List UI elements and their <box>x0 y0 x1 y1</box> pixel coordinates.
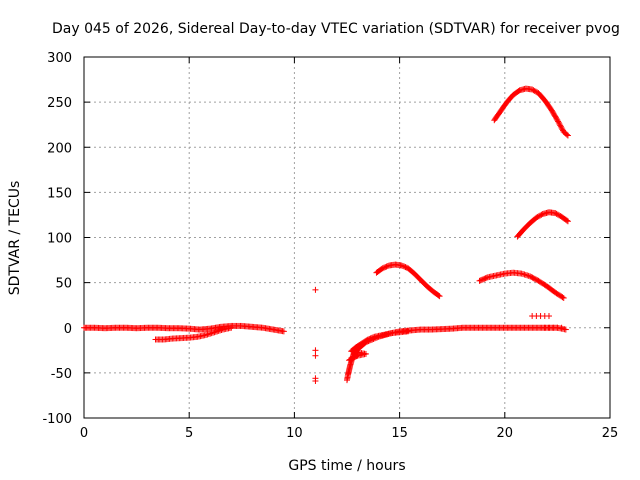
data-point <box>554 117 561 124</box>
data-point <box>379 265 386 272</box>
data-point <box>483 274 490 281</box>
data-point <box>534 213 541 220</box>
x-tick-label: 20 <box>497 426 514 441</box>
data-point <box>436 293 443 300</box>
data-point <box>368 334 375 341</box>
data-point <box>564 218 571 225</box>
data-point <box>558 324 565 331</box>
data-point <box>533 214 540 221</box>
data-point <box>382 264 389 271</box>
data-point <box>554 211 561 218</box>
data-point <box>556 121 563 128</box>
x-axis-ticks: 0 5 10 15 20 25 <box>80 57 618 441</box>
data-point <box>553 210 560 217</box>
data-point <box>366 335 373 342</box>
x-tick-label: 5 <box>185 426 193 441</box>
y-tick-label: 300 <box>47 51 72 66</box>
data-point <box>228 324 235 331</box>
data-point <box>555 119 562 126</box>
x-tick-label: 0 <box>80 426 88 441</box>
x-tick-label: 15 <box>391 426 408 441</box>
data-point <box>381 264 388 271</box>
data-point <box>529 86 536 93</box>
data-point <box>538 211 545 218</box>
gridlines <box>84 57 610 418</box>
data-point <box>312 286 319 293</box>
data-point <box>384 263 391 270</box>
data-point <box>562 326 569 333</box>
y-tick-label: 200 <box>47 141 72 156</box>
data-point <box>553 115 560 122</box>
data-point <box>405 328 412 335</box>
data-point <box>564 132 571 139</box>
data-point <box>563 131 570 138</box>
data-point <box>560 294 567 301</box>
data-point <box>556 212 563 219</box>
data-point <box>537 212 544 219</box>
data-point <box>557 122 564 129</box>
data-point <box>312 352 319 359</box>
data-points <box>81 85 571 384</box>
data-point <box>312 347 319 354</box>
data-point <box>558 124 565 131</box>
data-point <box>401 263 408 270</box>
data-point <box>383 263 390 270</box>
data-point <box>563 217 570 224</box>
y-tick-label: 50 <box>55 277 72 292</box>
data-point <box>530 87 537 94</box>
y-axis-ticks: -100 -50 0 50 100 150 200 250 300 <box>42 51 610 427</box>
x-tick-label: 25 <box>602 426 619 441</box>
y-tick-label: 150 <box>47 186 72 201</box>
data-point <box>365 336 372 343</box>
y-tick-label: 250 <box>47 96 72 111</box>
y-tick-label: -100 <box>42 412 72 427</box>
data-point <box>435 292 442 299</box>
data-point <box>545 313 552 320</box>
data-point <box>531 87 538 94</box>
plot-frame <box>83 56 611 419</box>
data-point <box>535 213 542 220</box>
y-tick-label: -50 <box>51 367 72 382</box>
y-axis-label: SDTVAR / TECUs <box>7 181 23 296</box>
data-point <box>559 126 566 133</box>
data-point <box>402 264 409 271</box>
y-tick-label: 100 <box>47 232 72 247</box>
chart-title: Day 045 of 2026, Sidereal Day-to-day VTE… <box>52 21 620 37</box>
data-point <box>312 377 319 384</box>
data-point <box>552 210 559 217</box>
data-point <box>557 123 564 130</box>
y-tick-label: 0 <box>64 322 72 337</box>
data-point <box>399 263 406 270</box>
data-point <box>559 294 566 301</box>
x-axis-label: GPS time / hours <box>288 458 405 474</box>
x-tick-label: 10 <box>286 426 303 441</box>
data-point <box>280 328 287 335</box>
data-point <box>555 118 562 125</box>
data-point <box>398 262 405 269</box>
data-point <box>370 334 377 341</box>
data-point <box>532 88 539 95</box>
data-point <box>367 335 374 342</box>
